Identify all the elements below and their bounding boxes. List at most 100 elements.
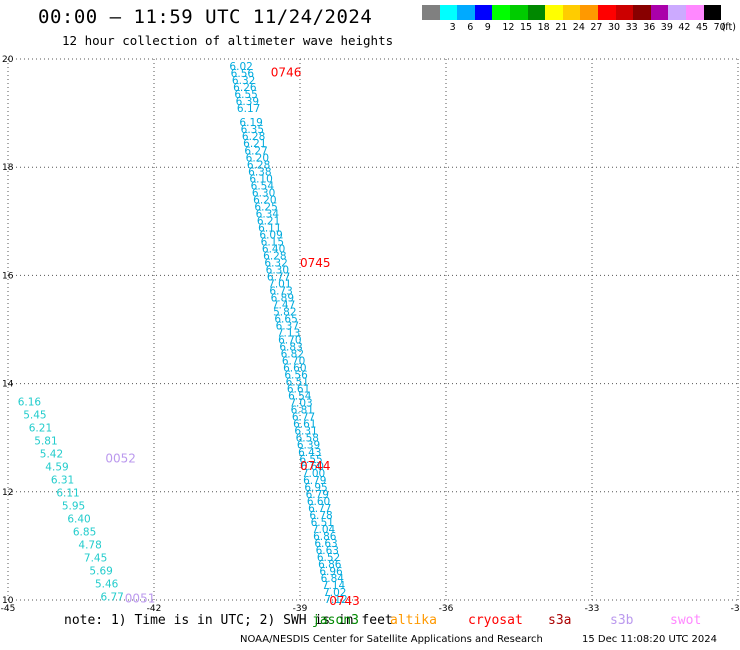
legend-swatch bbox=[545, 5, 563, 20]
x-tick-label: -36 bbox=[439, 604, 454, 614]
wave-height-value: 6.77 bbox=[308, 503, 331, 515]
wave-height-value: 4.59 bbox=[45, 461, 68, 473]
legend-label: 21 bbox=[555, 22, 568, 33]
pass-time-label: 0744 bbox=[300, 459, 331, 473]
wave-height-value: 6.17 bbox=[237, 103, 260, 115]
map-axes: -45 -42 -39 -36 -33 -30 10 12 14 16 18 20 bbox=[1, 55, 740, 614]
wave-height-value: 6.30 bbox=[252, 187, 275, 199]
wave-height-value: 6.86 bbox=[318, 559, 342, 571]
wave-height-value: 7.13 bbox=[277, 328, 300, 340]
y-tick-label: 16 bbox=[2, 271, 14, 281]
wave-height-value: 6.78 bbox=[309, 510, 332, 522]
wave-height-value: 6.30 bbox=[266, 264, 289, 276]
wave-height-value: 6.60 bbox=[283, 363, 306, 375]
wave-height-value: 5.81 bbox=[34, 435, 57, 447]
wave-height-value: 7.01 bbox=[268, 278, 291, 290]
wave-height-value: 5.45 bbox=[23, 410, 46, 422]
y-tick-label: 20 bbox=[2, 55, 14, 65]
wave-height-value: 6.77 bbox=[292, 412, 315, 424]
satellite-legend-item: s3b bbox=[610, 613, 634, 628]
wave-height-value: 4.78 bbox=[78, 539, 101, 551]
legend-swatch bbox=[703, 5, 722, 20]
wave-height-value: 5.42 bbox=[40, 448, 63, 460]
wave-height-value: 6.63 bbox=[314, 538, 337, 550]
wave-height-value: 6.81 bbox=[291, 405, 314, 417]
wave-height-value: 6.02 bbox=[229, 61, 252, 73]
wave-height-value: 6.56 bbox=[284, 370, 308, 382]
x-tick-label: -33 bbox=[585, 604, 600, 614]
wave-height-value: 6.35 bbox=[241, 124, 264, 136]
legend-label: 6 bbox=[467, 22, 474, 33]
wave-height-value: 5.82 bbox=[273, 307, 296, 319]
legend-swatch bbox=[685, 5, 704, 20]
wave-height-value: 7.12 bbox=[324, 594, 347, 606]
wave-height-value: 6.21 bbox=[243, 138, 266, 150]
wave-height-value: 6.27 bbox=[244, 145, 267, 157]
wave-height-value: 6.11 bbox=[56, 487, 79, 499]
wave-height-value: 6.43 bbox=[298, 447, 321, 459]
wave-height-value: 7.03 bbox=[289, 398, 312, 410]
wave-height-value: 6.32 bbox=[264, 257, 287, 269]
legend-swatch bbox=[650, 5, 669, 20]
wave-height-value: 6.60 bbox=[301, 461, 324, 473]
legend-unit: (ft) bbox=[721, 22, 736, 33]
wave-height-value: 7.04 bbox=[312, 524, 336, 536]
wave-height-value: 6.40 bbox=[67, 513, 90, 525]
wave-height-value: 5.69 bbox=[89, 565, 112, 577]
color-legend-bar bbox=[422, 5, 722, 20]
y-tick-label: 14 bbox=[2, 380, 14, 390]
satellite-legend-item: s3a bbox=[548, 613, 572, 628]
satellite-legend-item: altika bbox=[390, 613, 437, 628]
wave-height-value: 6.26 bbox=[233, 82, 257, 94]
wave-height-value: 7.47 bbox=[272, 300, 295, 312]
wave-height-value: 6.96 bbox=[319, 566, 343, 578]
x-tick-label: -39 bbox=[293, 604, 308, 614]
legend-swatch bbox=[509, 5, 528, 20]
legend-label: 9 bbox=[484, 22, 491, 33]
wave-height-value: 6.60 bbox=[307, 496, 330, 508]
legend-label: 30 bbox=[608, 22, 621, 33]
wave-height-value: 6.40 bbox=[262, 243, 285, 255]
wave-height-value: 6.16 bbox=[18, 397, 42, 409]
wave-height-value: 6.54 bbox=[288, 391, 312, 403]
wave-height-value: 6.21 bbox=[257, 215, 280, 227]
y-tick-label: 10 bbox=[2, 596, 14, 606]
legend-label: 39 bbox=[660, 22, 673, 33]
wave-height-value: 6.70 bbox=[278, 335, 301, 347]
altimeter-tracks: 6.026.566.326.266.556.396.176.196.356.28… bbox=[18, 61, 348, 606]
map-grid bbox=[7, 58, 739, 601]
legend-swatch bbox=[492, 5, 510, 20]
wave-height-value: 6.21 bbox=[29, 423, 52, 435]
legend-swatch bbox=[527, 5, 546, 20]
pass-time-label: 0743 bbox=[329, 594, 360, 608]
wave-height-value: 6.39 bbox=[297, 440, 320, 452]
legend-label: 18 bbox=[537, 22, 550, 33]
wave-height-value: 6.15 bbox=[261, 236, 284, 248]
pass-time-label: 0745 bbox=[300, 256, 331, 270]
wave-height-value: 6.28 bbox=[242, 131, 265, 143]
wave-height-value: 6.20 bbox=[253, 194, 276, 206]
legend-swatch bbox=[422, 5, 440, 20]
satellite-legend-item: jason3 bbox=[312, 613, 359, 628]
x-tick-label: -45 bbox=[1, 604, 16, 614]
wave-height-value: 6.79 bbox=[306, 489, 329, 501]
x-tick-label: -30 bbox=[731, 604, 740, 614]
wave-height-value: 7.14 bbox=[322, 580, 346, 592]
legend-swatch bbox=[439, 5, 458, 20]
wave-height-value: 6.73 bbox=[269, 285, 292, 297]
wave-height-value: 6.84 bbox=[321, 573, 345, 585]
color-legend-labels: 3 6 9 12 15 18 21 24 27 30 33 36 39 42 45 70 (ft) bbox=[422, 22, 740, 34]
wave-height-value: 6.56 bbox=[231, 68, 255, 80]
pass-time-labels: 0746 0745 0744 0743 0052 0051 bbox=[105, 65, 359, 608]
legend-label: 3 bbox=[449, 22, 456, 33]
x-tick-label: -42 bbox=[147, 604, 162, 614]
wave-height-value: 6.20 bbox=[246, 152, 269, 164]
wave-height-value: 6.10 bbox=[249, 173, 272, 185]
legend-label: 45 bbox=[696, 22, 709, 33]
wave-height-value: 6.77 bbox=[267, 271, 290, 283]
altimeter-track: 6.165.456.215.815.424.596.316.115.956.40… bbox=[18, 397, 124, 604]
wave-height-value: 6.54 bbox=[251, 180, 275, 192]
legend-label: 24 bbox=[572, 22, 585, 33]
wave-height-value: 6.70 bbox=[282, 356, 305, 368]
